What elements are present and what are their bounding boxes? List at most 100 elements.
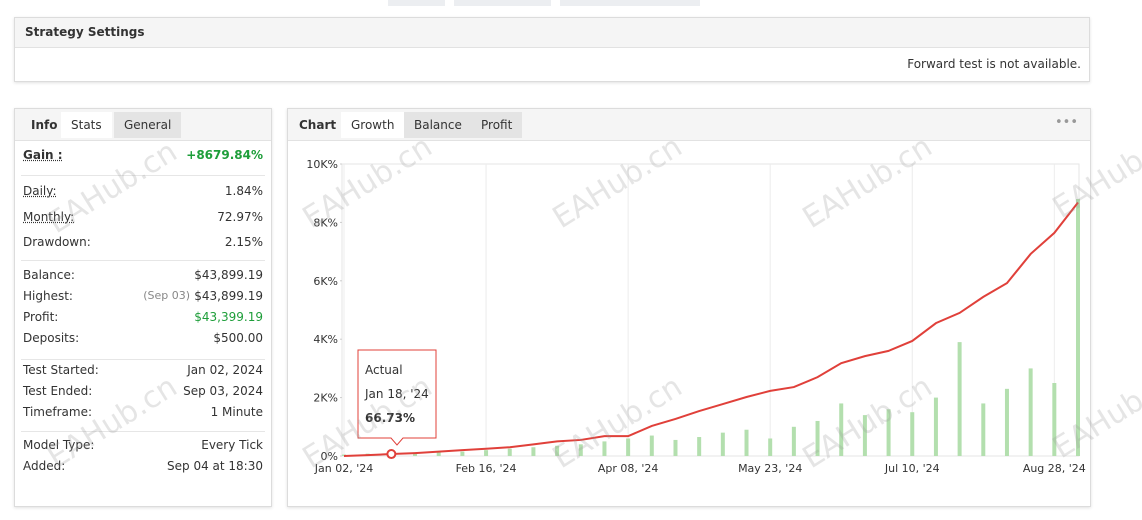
bar bbox=[697, 437, 702, 456]
stat-row: Timeframe: 1 Minute bbox=[23, 402, 263, 422]
bar bbox=[507, 448, 512, 456]
stat-label[interactable]: Daily: bbox=[23, 184, 57, 198]
x-tick-label: May 23, '24 bbox=[738, 462, 802, 475]
strategy-settings-panel: Strategy Settings Forward test is not av… bbox=[14, 17, 1090, 82]
stat-label: Deposits: bbox=[23, 331, 80, 345]
plot-area bbox=[341, 163, 1080, 457]
bar bbox=[815, 420, 820, 456]
stat-value: $43,399.19 bbox=[194, 310, 263, 324]
stat-row: Highest: $43,899.19 (Sep 03) bbox=[23, 286, 263, 306]
stat-row: Monthly: 72.97% bbox=[23, 207, 263, 227]
x-tick-label: Jan 02, '24 bbox=[314, 462, 373, 475]
stat-label: Drawdown: bbox=[23, 235, 91, 249]
bar bbox=[933, 397, 938, 456]
tooltip-value: 66.73% bbox=[365, 411, 415, 425]
y-tick-label: 0% bbox=[321, 450, 338, 463]
tooltip-series: Actual bbox=[365, 363, 403, 377]
top-tab[interactable] bbox=[560, 0, 700, 6]
stat-row: Added: Sep 04 at 18:30 bbox=[23, 456, 263, 476]
bar bbox=[673, 439, 678, 456]
y-tick-label: 8K% bbox=[313, 216, 338, 229]
tab[interactable]: Balance bbox=[404, 112, 472, 138]
bar bbox=[1004, 388, 1009, 456]
bar bbox=[839, 403, 844, 456]
tab-label: Chart bbox=[299, 118, 337, 132]
bar bbox=[531, 447, 536, 456]
top-tab[interactable] bbox=[454, 0, 551, 6]
stat-row: Balance: $43,899.19 bbox=[23, 265, 263, 285]
separator bbox=[21, 175, 265, 176]
stat-label: Model Type: bbox=[23, 438, 95, 452]
bar bbox=[1028, 368, 1033, 456]
tooltip-date: Jan 18, '24 bbox=[364, 387, 429, 401]
bar bbox=[957, 342, 962, 456]
y-tick-label: 4K% bbox=[313, 333, 338, 346]
bar bbox=[910, 412, 915, 456]
separator bbox=[21, 260, 265, 261]
stat-row: Gain : +8679.84% bbox=[23, 145, 263, 165]
bar bbox=[484, 450, 489, 456]
info-panel: Info Stats General Gain : +8679.84% Daily: 1.8… bbox=[14, 108, 272, 507]
panel-header bbox=[15, 18, 1089, 48]
tab[interactable]: General bbox=[114, 112, 182, 138]
bar bbox=[602, 441, 607, 456]
stat-label: Timeframe: bbox=[23, 405, 92, 419]
stat-label: Test Started: bbox=[23, 363, 99, 377]
stat-value: $43,899.19 bbox=[194, 289, 263, 303]
stat-value: +8679.84% bbox=[186, 148, 263, 162]
stat-value: Jan 02, 2024 bbox=[187, 363, 263, 377]
bar bbox=[720, 432, 725, 456]
top-tab[interactable] bbox=[388, 0, 445, 6]
stat-row: Test Started: Jan 02, 2024 bbox=[23, 360, 263, 380]
y-tick-label: 2K% bbox=[313, 392, 338, 405]
stat-label: Test Ended: bbox=[23, 384, 93, 398]
bar bbox=[1052, 383, 1057, 456]
chart-menu[interactable]: ••• bbox=[1054, 115, 1078, 130]
x-tick-label: Aug 28, '24 bbox=[1023, 462, 1086, 475]
bar bbox=[1076, 199, 1080, 456]
stat-value: $500.00 bbox=[213, 331, 263, 345]
stat-label: Profit: bbox=[23, 310, 59, 324]
bar bbox=[768, 438, 773, 456]
tab[interactable]: Growth bbox=[341, 112, 405, 138]
stat-label[interactable]: Monthly: bbox=[23, 210, 75, 224]
bar bbox=[578, 444, 583, 456]
stat-label[interactable]: Gain : bbox=[23, 148, 63, 162]
bar bbox=[555, 445, 560, 456]
tooltip-box bbox=[357, 349, 437, 446]
tab[interactable]: Stats bbox=[61, 112, 112, 138]
x-tick-label: Apr 08, '24 bbox=[598, 462, 659, 475]
stat-value: Sep 03, 2024 bbox=[183, 384, 263, 398]
stat-value: Every Tick bbox=[201, 438, 263, 452]
chart-panel: Jan 02, '24 Feb 16, '24 Apr 08, '24 May 23,… bbox=[287, 108, 1091, 507]
separator bbox=[21, 431, 265, 432]
stat-row: Test Ended: Sep 03, 2024 bbox=[23, 381, 263, 401]
line bbox=[343, 201, 1079, 457]
stat-label: Added: bbox=[23, 459, 66, 473]
bar bbox=[626, 438, 631, 456]
bar bbox=[744, 429, 749, 456]
stat-row: Daily: 1.84% bbox=[23, 181, 263, 201]
stat-row: Deposits: $500.00 bbox=[23, 328, 263, 348]
stat-label: Highest: bbox=[23, 289, 73, 303]
bar bbox=[436, 451, 441, 456]
separator bbox=[21, 359, 265, 360]
stat-value: 1.84% bbox=[224, 184, 263, 198]
forward-test-note: Forward test is not available. bbox=[907, 57, 1081, 71]
bar bbox=[981, 403, 986, 456]
stat-value: $43,899.19 bbox=[194, 268, 263, 282]
stat-value: 1 Minute bbox=[210, 405, 263, 419]
stat-value: 2.15% bbox=[224, 235, 263, 249]
stat-value: 72.97% bbox=[217, 210, 263, 224]
stat-note: (Sep 03) bbox=[143, 289, 190, 302]
stat-row: Drawdown: 2.15% bbox=[23, 232, 263, 252]
x-tick-label: Jul 10, '24 bbox=[884, 462, 940, 475]
stat-row: Profit: $43,399.19 bbox=[23, 307, 263, 327]
tab[interactable]: Profit bbox=[471, 112, 523, 138]
y-tick-label: 10K% bbox=[306, 158, 338, 171]
tab[interactable]: Info bbox=[31, 118, 58, 132]
point-marker bbox=[386, 449, 397, 460]
bar bbox=[413, 452, 418, 456]
x-tick-label: Feb 16, '24 bbox=[456, 462, 517, 475]
